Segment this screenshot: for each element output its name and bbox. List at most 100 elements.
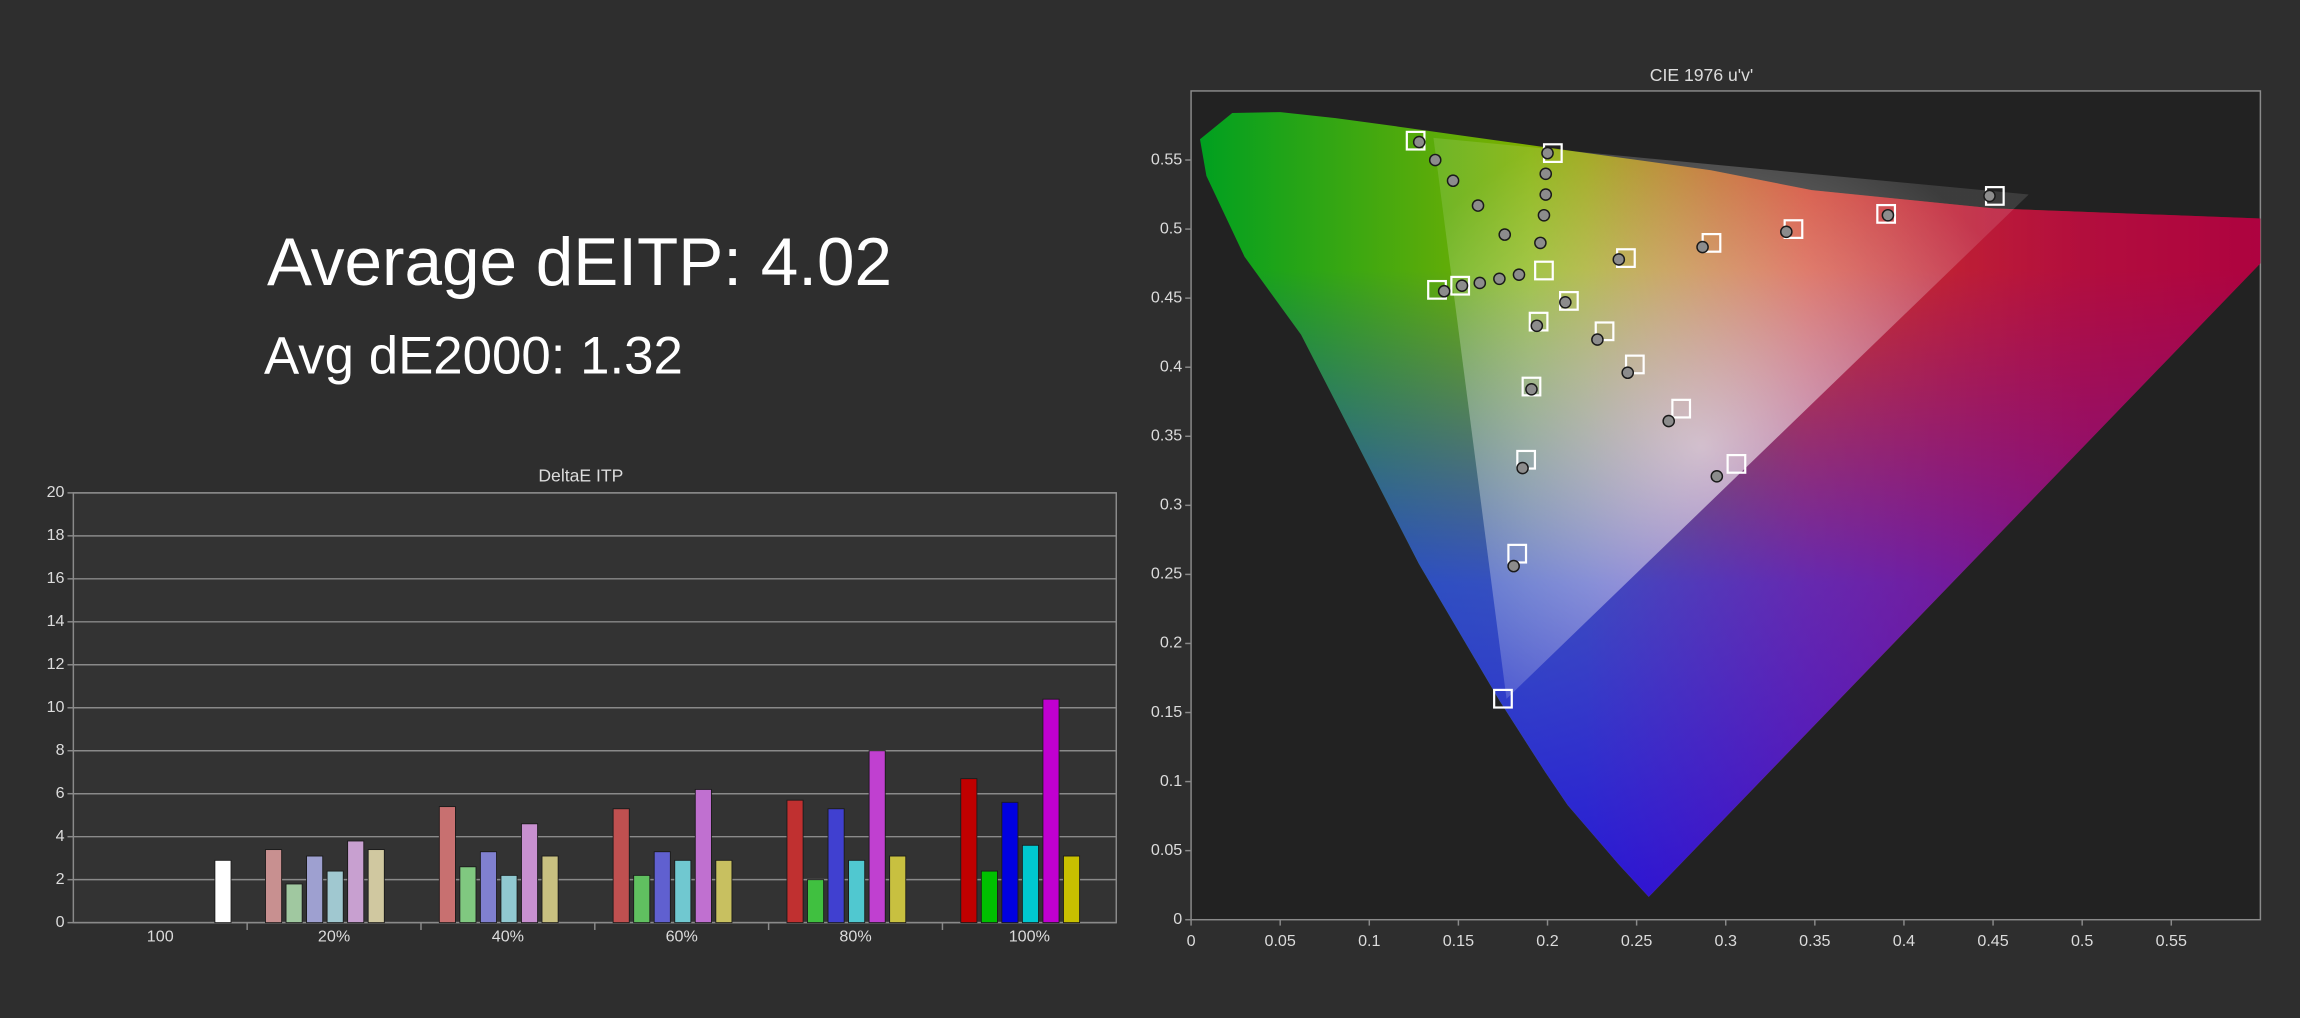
bar (326, 870, 344, 924)
bar (633, 874, 651, 924)
measured-point (1621, 366, 1635, 380)
target-point (1450, 275, 1471, 296)
x-tick-label: 0.4 (1893, 932, 1915, 950)
bar (459, 866, 477, 924)
x-tick-label: 0.05 (1264, 932, 1295, 950)
measured-point (1525, 382, 1538, 396)
y-tick-label: 0.25 (1151, 565, 1182, 583)
measured-point (1539, 188, 1553, 201)
bar (214, 859, 232, 924)
bar (960, 778, 978, 924)
y-tick-label: 14 (47, 612, 65, 630)
y-tick-label: 0.1 (1160, 772, 1182, 790)
bar (479, 851, 497, 924)
x-tick-label: 0.25 (1621, 932, 1652, 950)
x-tick-label: 0 (1187, 932, 1196, 950)
bar (786, 799, 804, 924)
scatter-chart: 0 0.05 0.1 0.15 0.2 0.25 0.3 0.35 0.4 0.45 0.5 0.55… (1151, 130, 2187, 950)
y-tick-label: 4 (56, 827, 65, 845)
x-tick-label: 40% (492, 928, 524, 946)
y-tick-label: 0.4 (1160, 357, 1182, 375)
bar (848, 859, 866, 924)
measured-point (1473, 276, 1487, 290)
measured-point (1455, 279, 1469, 293)
bar (807, 879, 825, 924)
measured-point (1983, 189, 1996, 203)
bar (715, 859, 733, 924)
y-tick-label: 2 (56, 870, 65, 888)
bar (367, 849, 385, 924)
measured-point (1412, 135, 1426, 149)
y-tick-label: 0.3 (1160, 496, 1182, 514)
measured-point (1498, 228, 1512, 241)
measured-point (1516, 461, 1529, 475)
y-tick-label: 6 (56, 784, 65, 802)
y-tick-label: 12 (47, 655, 65, 673)
measured-point (1534, 236, 1547, 250)
x-tick-label: 0.2 (1536, 932, 1558, 950)
bar (868, 750, 886, 924)
bar (612, 808, 630, 924)
measured-point (1437, 284, 1451, 298)
x-tick-label: 0.55 (2156, 932, 2187, 950)
bar (1001, 801, 1019, 924)
gamut-diagram (1199, 112, 2261, 897)
y-tick-label: 0.5 (1160, 219, 1182, 237)
x-tick-label: 60% (666, 928, 698, 946)
measured-point (1471, 199, 1485, 212)
bar (265, 849, 283, 924)
measured-point (1493, 272, 1506, 286)
bar (827, 808, 845, 924)
bar (1021, 844, 1039, 924)
bar (1042, 698, 1060, 924)
y-tick-label: 0.05 (1151, 841, 1182, 859)
x-tick-label: 80% (839, 928, 871, 946)
x-tick-label: 0.45 (1977, 932, 2008, 950)
y-tick-label: 10 (47, 698, 65, 716)
x-tick-label: 0.3 (1715, 932, 1737, 950)
bar-chart: 0 2 4 6 8 10 12 14 16 18 20 100 20% 40% 60% 80% 100% (47, 483, 1117, 946)
measured-point (1507, 559, 1520, 573)
y-tick-label: 0.35 (1151, 427, 1182, 445)
measured-point (1591, 333, 1604, 346)
measured-point (1559, 295, 1572, 309)
x-tick-label: 100 (147, 928, 174, 946)
measured-point (1530, 319, 1544, 333)
y-tick-label: 18 (47, 526, 65, 544)
target-point (1594, 321, 1615, 342)
bar (653, 851, 671, 924)
x-tick-label: 100% (1009, 928, 1050, 946)
bar (889, 855, 907, 924)
y-tick-label: 16 (47, 569, 65, 587)
target-point (1876, 203, 1897, 224)
display-gamut (1433, 137, 2029, 699)
scatter-chart-title: CIE 1976 u'v' (1650, 65, 1754, 85)
measured-point (1696, 240, 1709, 254)
y-tick-label: 0.55 (1151, 150, 1182, 168)
y-tick-label: 20 (47, 483, 65, 501)
measured-point (1541, 146, 1554, 160)
target-point (1624, 354, 1645, 375)
measured-point (1512, 268, 1526, 281)
bar (694, 788, 712, 924)
measured-point (1428, 153, 1442, 167)
measured-point (1780, 225, 1793, 239)
bar (674, 859, 692, 924)
avg-de2000: Avg dE2000: 1.32 (264, 326, 683, 385)
measured-point (1539, 167, 1553, 181)
y-tick-label: 0 (1173, 910, 1182, 928)
y-tick-label: 0.2 (1160, 634, 1182, 652)
bar (1063, 855, 1081, 924)
x-tick-label: 0.5 (2071, 932, 2093, 950)
target-point (1726, 453, 1747, 474)
measured-point (1710, 470, 1724, 483)
target-point (1493, 688, 1513, 709)
bar-chart-title: DeltaE ITP (538, 465, 623, 485)
x-tick-label: 20% (318, 928, 350, 946)
y-tick-label: 0.45 (1151, 288, 1182, 306)
measured-point (1446, 174, 1460, 188)
measured-point (1537, 208, 1551, 222)
measured-point (1881, 208, 1895, 222)
